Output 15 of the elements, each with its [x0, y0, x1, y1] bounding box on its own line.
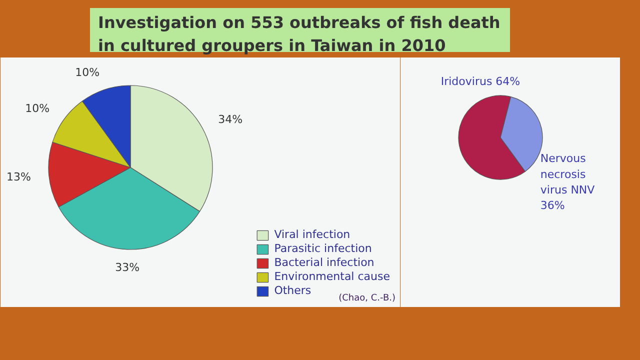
data-label: 34% — [218, 112, 243, 126]
data-label: 10% — [75, 66, 100, 79]
legend-label: Environmental cause — [274, 270, 390, 283]
legend-label: Bacterial infection — [274, 256, 374, 269]
data-label: 13% — [6, 170, 31, 184]
slice-label: Iridovirus 64% — [440, 75, 520, 88]
text: (Chao, C.-B.) — [338, 294, 396, 304]
legend-label: Parasitic infection — [274, 242, 372, 255]
chart-title: Investigation on 553 outbreaks of fish death in cultured groupers in Taiwan in 2010 — [98, 12, 502, 57]
data-label: 33% — [115, 260, 140, 274]
slice-label: Nervous necrosis virus NNV — [540, 152, 596, 196]
data-label: 10% — [25, 102, 50, 116]
legend-label: Others — [274, 284, 312, 297]
data-label: 36% — [540, 199, 565, 212]
legend-label: Viral infection — [274, 228, 350, 241]
